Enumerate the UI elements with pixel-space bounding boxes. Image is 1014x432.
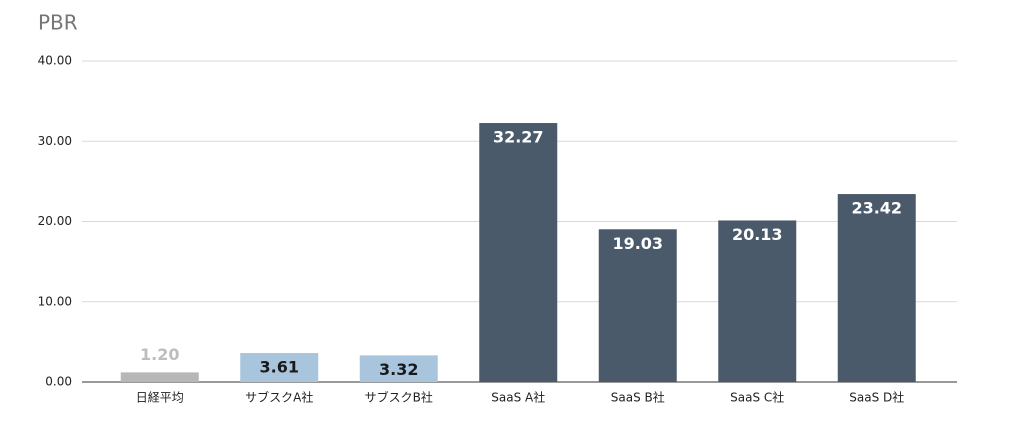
data-label: 3.61 bbox=[260, 358, 299, 377]
y-tick-label: 30.00 bbox=[38, 134, 72, 148]
x-tick-label: SaaS B社 bbox=[611, 390, 665, 405]
data-label: 32.27 bbox=[493, 128, 544, 147]
bar bbox=[479, 123, 558, 382]
x-tick-label: SaaS C社 bbox=[730, 390, 784, 405]
x-tick-label: サブスクB社 bbox=[365, 390, 433, 405]
data-label: 3.32 bbox=[379, 360, 418, 379]
data-label: 19.03 bbox=[612, 234, 663, 253]
x-tick-label: サブスクA社 bbox=[245, 390, 313, 405]
data-label: 23.42 bbox=[851, 199, 902, 218]
chart-title: PBR bbox=[38, 11, 78, 35]
data-label: 20.13 bbox=[732, 225, 783, 244]
x-tick-label: SaaS D社 bbox=[849, 390, 904, 405]
data-label: 1.20 bbox=[140, 345, 179, 364]
y-tick-label: 40.00 bbox=[38, 54, 72, 68]
y-tick-label: 20.00 bbox=[38, 214, 72, 228]
x-tick-label: SaaS A社 bbox=[491, 390, 545, 405]
y-tick-label: 0.00 bbox=[45, 375, 72, 389]
x-tick-label: 日経平均 bbox=[136, 391, 184, 405]
bar bbox=[718, 220, 797, 382]
bar bbox=[837, 194, 916, 382]
bar bbox=[359, 355, 438, 382]
bar bbox=[120, 372, 199, 382]
bar bbox=[240, 353, 319, 382]
y-tick-label: 10.00 bbox=[38, 294, 72, 308]
bar bbox=[598, 229, 677, 382]
